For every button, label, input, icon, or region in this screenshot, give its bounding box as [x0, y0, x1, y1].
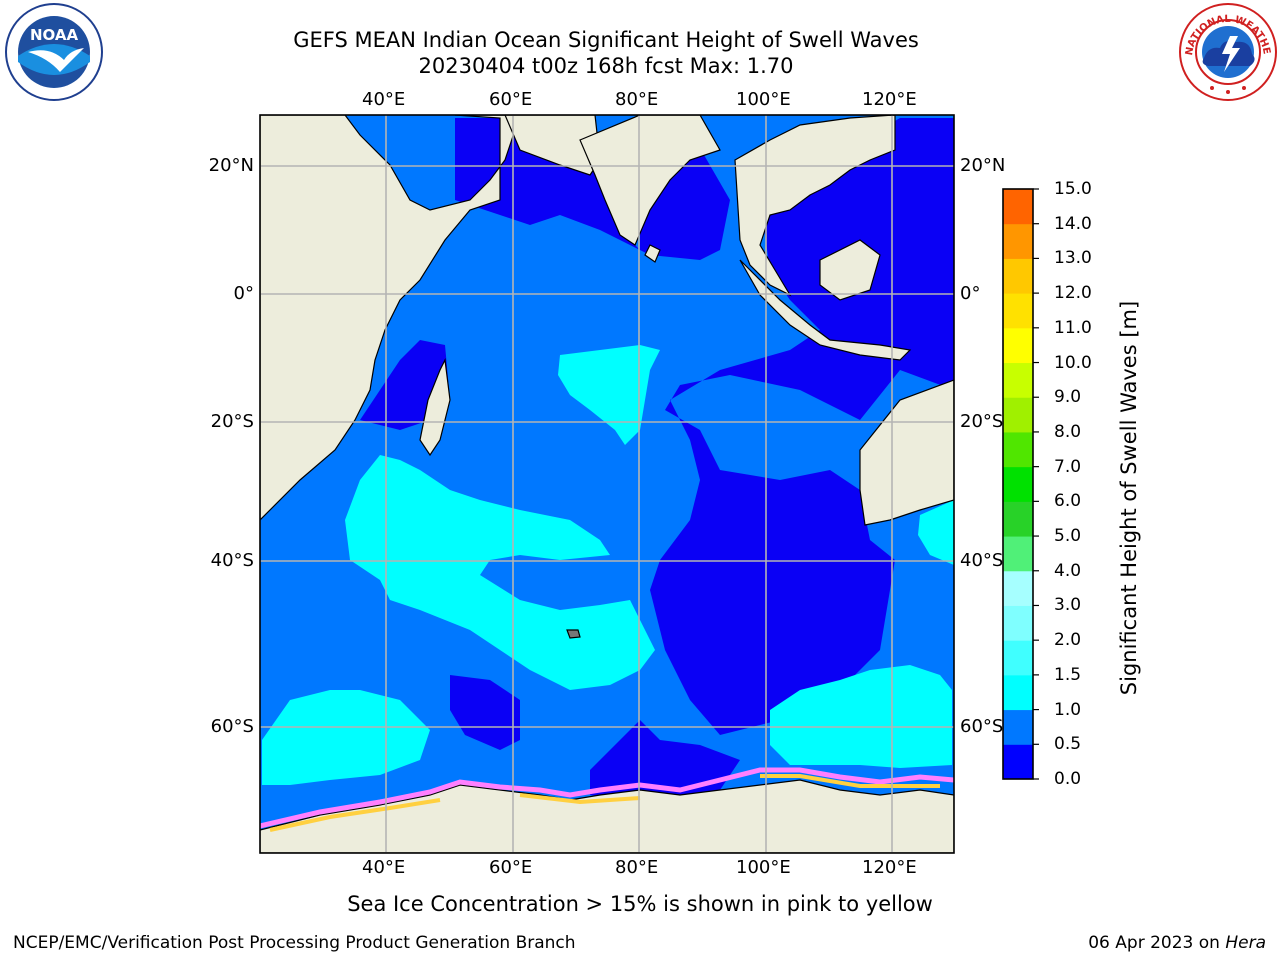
- footer-credit: NCEP/EMC/Verification Post Processing Pr…: [13, 933, 576, 953]
- swell-region-low-south: [450, 675, 520, 750]
- colorbar-tick-label: 11.0: [1054, 317, 1092, 338]
- colorbar-segment: [1003, 744, 1033, 780]
- colorbar-segment: [1003, 640, 1033, 676]
- land-arabia: [455, 115, 601, 176]
- colorbar-tick-label: 9.0: [1054, 387, 1082, 408]
- lat-label-left: 0°: [233, 283, 254, 304]
- colorbar-tick-label: 2.0: [1054, 630, 1082, 651]
- colorbar-tick-label: 15.0: [1054, 179, 1092, 199]
- chart-title: GEFS MEAN Indian Ocean Significant Heigh…: [293, 28, 919, 52]
- lon-label-top: 100°E: [736, 89, 791, 110]
- swell-region-high-west-australia: [918, 500, 954, 565]
- land-madagascar: [419, 357, 451, 457]
- lat-label-right: 60°S: [960, 716, 1004, 737]
- land-kerguelen: [566, 629, 581, 639]
- colorbar-tick-label: 3.0: [1054, 595, 1082, 616]
- land-sri-lanka: [644, 244, 661, 263]
- colorbar-segment: [1003, 223, 1033, 259]
- lon-label-top: 60°E: [489, 89, 533, 110]
- colorbar-tick-label: 8.0: [1054, 421, 1082, 442]
- colorbar-tick-label: 13.0: [1054, 248, 1092, 269]
- lat-label-left: 20°N: [208, 155, 254, 176]
- colorbar-segment: [1003, 501, 1033, 537]
- lat-label-left: 20°S: [210, 411, 254, 432]
- colorbar-segment: [1003, 293, 1033, 329]
- lon-label-bottom: 60°E: [489, 857, 533, 878]
- colorbar-segment: [1003, 327, 1033, 364]
- lat-label-right: 40°S: [960, 550, 1004, 571]
- lon-label-bottom: 120°E: [862, 857, 917, 878]
- lon-label-bottom: 100°E: [736, 857, 791, 878]
- sea-ice-edge: [260, 767, 954, 829]
- colorbar-segment: [1003, 431, 1033, 468]
- colorbar-tick-label: 12.0: [1054, 283, 1092, 304]
- colorbar-tick-label: 6.0: [1054, 491, 1082, 512]
- noaa-logo-icon: NOAA: [5, 3, 103, 101]
- sea-ice-caption: Sea Ice Concentration > 15% is shown in …: [347, 892, 933, 916]
- footer-date: 06 Apr 2023 on Hera: [1088, 933, 1266, 953]
- colorbar-tick-label: 4.0: [1054, 560, 1082, 581]
- lon-label-top: 120°E: [862, 89, 917, 110]
- colorbar-segment: [1003, 397, 1033, 433]
- swell-region-high-southeast: [770, 665, 952, 768]
- colorbar-segment: [1003, 709, 1033, 745]
- footer-date-text: 06 Apr 2023 on: [1088, 933, 1226, 953]
- gridlines: [260, 115, 954, 853]
- sea-ice-yellow: [269, 774, 940, 832]
- colorbar-tick-label: 1.5: [1054, 664, 1082, 685]
- swell-region-low-kerguelen-south: [590, 720, 740, 800]
- lat-label-left: 40°S: [210, 550, 254, 571]
- footer-machine: Hera: [1225, 933, 1266, 953]
- lon-label-bottom: 80°E: [615, 857, 659, 878]
- colorbar-segment: [1003, 674, 1033, 711]
- land-india: [579, 115, 721, 246]
- colorbar: [1002, 188, 1039, 780]
- colorbar-segment: [1003, 466, 1033, 502]
- swell-region-low-arabian: [455, 118, 730, 260]
- colorbar-tick-label: 7.0: [1054, 456, 1082, 477]
- colorbar-tick-label: 5.0: [1054, 526, 1082, 547]
- land-africa: [260, 115, 521, 521]
- colorbar-segment: [1003, 189, 1033, 225]
- colorbar-title: Significant Height of Swell Waves [m]: [1117, 300, 1141, 696]
- lon-label-bottom: 40°E: [362, 857, 406, 878]
- land-masses: [260, 115, 954, 853]
- lat-label-right: 20°N: [960, 155, 1006, 176]
- swell-region-high-central: [558, 345, 660, 445]
- colorbar-segment: [1003, 605, 1033, 641]
- swell-region-low-east: [650, 118, 954, 735]
- colorbar-tick-label: 10.0: [1054, 352, 1092, 373]
- colorbar-segment: [1003, 258, 1033, 294]
- lat-label-left: 60°S: [210, 716, 254, 737]
- lon-label-top: 80°E: [615, 89, 659, 110]
- colorbar-segment: [1003, 362, 1033, 398]
- land-southeast-asia: [734, 115, 896, 297]
- colorbar-segment: [1003, 570, 1033, 606]
- chart-subtitle: 20230404 t00z 168h fcst Max: 1.70: [418, 54, 794, 78]
- noaa-logo-text: NOAA: [30, 26, 79, 44]
- colorbar-frame: [1002, 188, 1034, 780]
- lat-label-right: 0°: [960, 283, 981, 304]
- national-weather-service-logo-icon: NATIONAL WEATHER SERVICE: [1178, 2, 1277, 101]
- swell-region-high-far-southwest: [262, 690, 430, 785]
- lat-label-right: 20°S: [960, 411, 1004, 432]
- colorbar-tick-label: 14.0: [1054, 213, 1092, 234]
- land-borneo: [819, 239, 881, 301]
- lon-label-top: 40°E: [362, 89, 406, 110]
- colorbar-tick-label: 0.0: [1054, 769, 1082, 789]
- map-plot-area: [260, 115, 954, 853]
- colorbar-tick-label: 0.5: [1054, 734, 1082, 755]
- map-frame: [259, 114, 955, 854]
- land-australia: [859, 379, 954, 526]
- land-sumatra-java: [739, 259, 912, 361]
- colorbar-segment: [1003, 536, 1033, 572]
- land-antarctica: [260, 779, 954, 853]
- colorbar-tick-label: 1.0: [1054, 699, 1082, 720]
